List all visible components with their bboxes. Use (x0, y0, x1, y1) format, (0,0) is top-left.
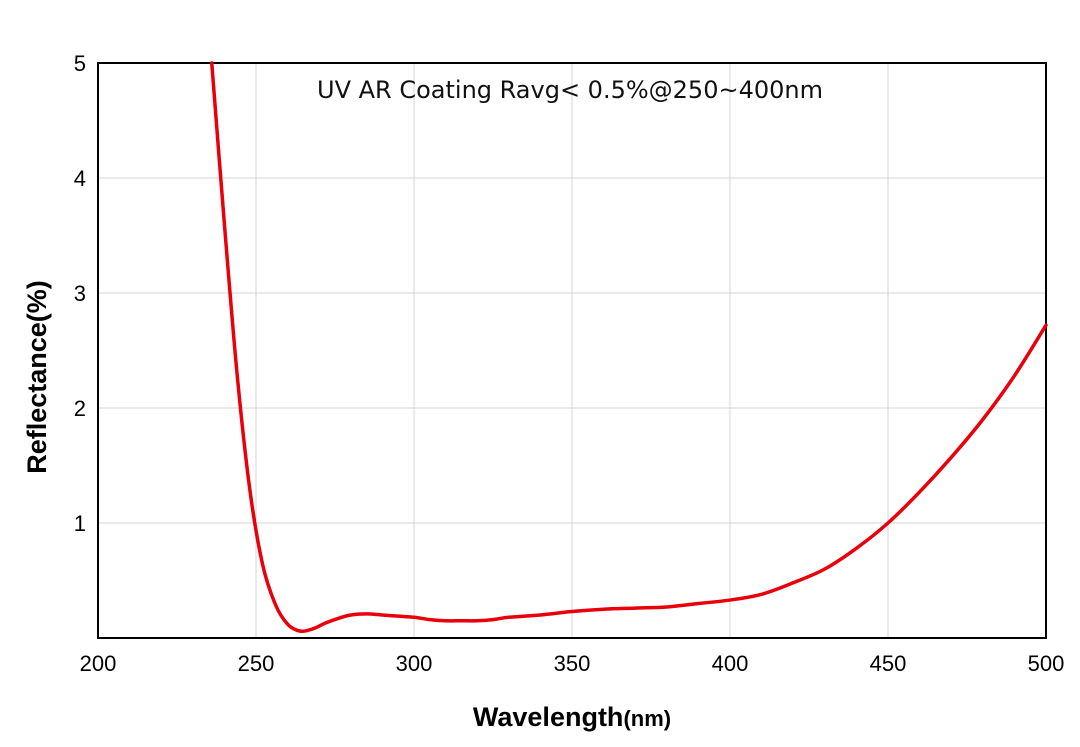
x-axis-title: Wavelength(nm) (473, 702, 671, 732)
y-tick-label: 1 (74, 511, 86, 536)
plot-frame (97, 62, 1047, 639)
x-tick-label: 400 (712, 651, 749, 676)
grid-lines (98, 63, 1046, 638)
y-axis-title: Reflectance(%) (22, 280, 52, 474)
x-axis-label: Wavelength (473, 702, 624, 732)
y-axis-ticks: 1 2 3 4 5 (74, 51, 86, 536)
chart-title: UV AR Coating Ravg< 0.5%@250~400nm (317, 76, 823, 104)
x-tick-label: 250 (238, 651, 275, 676)
y-tick-label: 2 (74, 396, 86, 421)
x-tick-label: 300 (396, 651, 433, 676)
y-tick-label: 5 (74, 51, 86, 76)
x-tick-label: 450 (870, 651, 907, 676)
x-axis-unit: (nm) (623, 706, 671, 731)
reflectance-curve (210, 61, 1048, 634)
y-tick-label: 4 (74, 166, 86, 191)
x-tick-label: 200 (80, 651, 117, 676)
x-tick-label: 500 (1028, 651, 1065, 676)
x-axis-ticks: 200 250 300 350 400 450 500 (80, 651, 1065, 676)
x-tick-label: 350 (554, 651, 591, 676)
y-tick-label: 3 (74, 281, 86, 306)
